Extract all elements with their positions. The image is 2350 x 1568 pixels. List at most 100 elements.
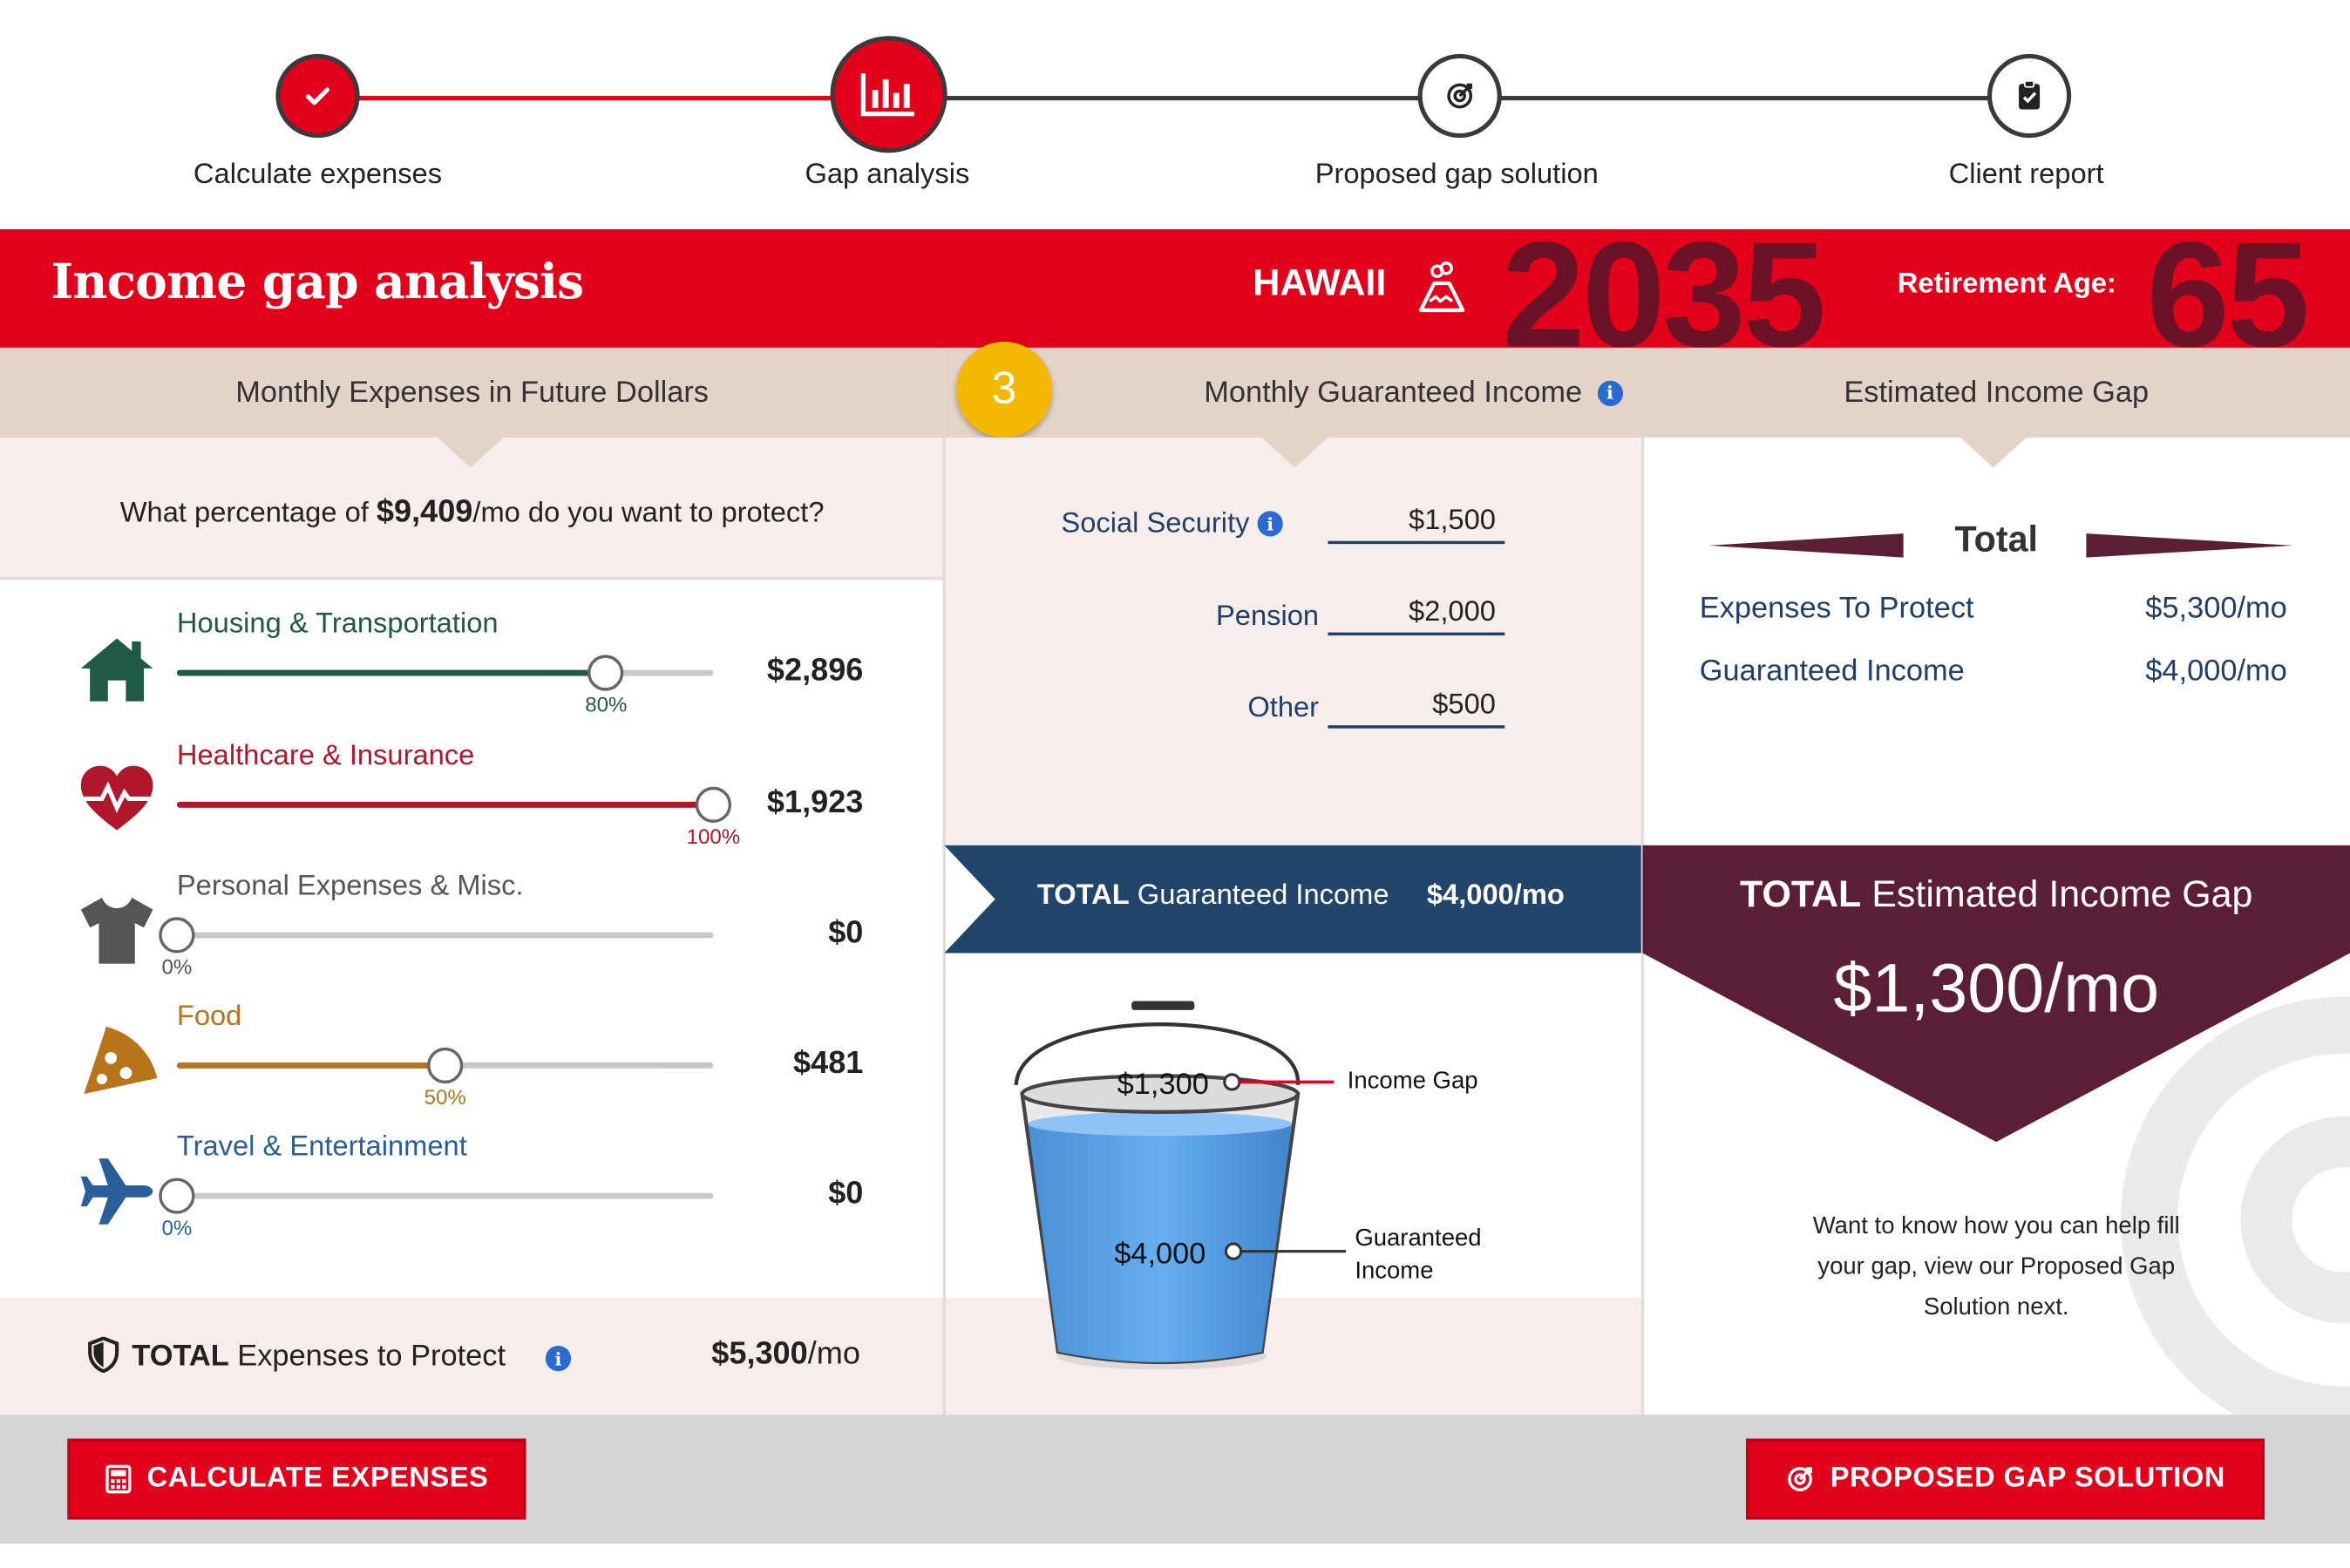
page-title: Income gap analysis (51, 253, 584, 310)
gap-income-value: $4,000/mo (2145, 655, 2287, 689)
total-guaranteed-label: TOTAL Guaranteed Income (1036, 879, 1389, 912)
retirement-age-value: 65 (2146, 229, 2310, 348)
note-line-1: Want to know how you can help fill (1812, 1213, 2180, 1239)
column-title-expenses: Monthly Expenses in Future Dollars (235, 375, 710, 409)
info-icon[interactable]: i (545, 1346, 572, 1372)
total-heading: Total (1954, 519, 2038, 561)
expense-amount: $0 (828, 1176, 864, 1212)
gap-expenses-label: Expenses To Protect (1699, 592, 1974, 625)
expense-percent: 100% (686, 824, 741, 849)
expense-slider[interactable] (176, 655, 714, 691)
total-heading-arrows (1708, 533, 2293, 558)
expense-slider[interactable] (176, 1047, 714, 1084)
expenses-notch (438, 438, 504, 468)
slider-handle[interactable] (159, 917, 195, 954)
gap-banner-label: TOTAL Estimated Income Gap (1740, 873, 2253, 916)
expense-amount: $0 (828, 915, 864, 951)
bucket-income-value: $4,000 (1114, 1237, 1206, 1270)
step-label-3: Proposed gap solution (1314, 159, 1599, 191)
income-fields-panel (945, 438, 1641, 845)
step-client-report[interactable] (1987, 53, 2072, 139)
target-icon (1788, 1467, 1813, 1491)
info-icon[interactable]: i (1597, 379, 1623, 406)
expense-label: Food (176, 1001, 242, 1033)
bucket-income-label-2: Income (1355, 1257, 1433, 1284)
expense-percent: 0% (161, 1215, 193, 1239)
gap-banner-shape (1642, 845, 2350, 1415)
check-icon (305, 87, 330, 105)
bucket-illustration: $1,300 $4,000 Income Gap Guaranteed Inco… (1014, 1001, 1482, 1370)
gap-next-note: Want to know how you can help fill your … (1642, 1206, 2350, 1327)
expense-amount: $481 (793, 1046, 864, 1081)
column-header-gap: Estimated Income Gap (1642, 347, 2350, 438)
expense-slider[interactable] (176, 786, 732, 823)
shirt-icon (75, 889, 159, 973)
divider (0, 576, 945, 580)
total-expenses-value: $5,300/mo (711, 1336, 860, 1372)
slider-fill (176, 1062, 445, 1069)
expense-percent: 50% (424, 1084, 466, 1110)
expense-label: Housing & Transportation (176, 608, 499, 641)
question-suffix: /mo do you want to protect? (472, 497, 825, 529)
step-connector-2 (886, 96, 1457, 101)
gap-banner-value: $1,300/mo (1833, 948, 2160, 1027)
gap-expenses-value: $5,300/mo (2145, 592, 2287, 625)
slider-handle[interactable] (588, 655, 624, 691)
expense-amount: $1,923 (766, 784, 864, 820)
state-name: HAWAII (1253, 261, 1387, 305)
pension-input[interactable]: $2,000 (1328, 596, 1505, 636)
calculate-expenses-button[interactable]: CALCULATE EXPENSES (67, 1438, 526, 1520)
question-prefix: What percentage of (119, 497, 377, 529)
gap-notch (1959, 438, 2027, 468)
column-divider (942, 438, 946, 1415)
expense-label: Healthcare & Insurance (176, 740, 475, 772)
info-icon[interactable]: i (1257, 512, 1283, 538)
slider-handle[interactable] (427, 1047, 464, 1084)
proposed-gap-solution-button[interactable]: PROPOSED GAP SOLUTION (1746, 1438, 2265, 1520)
step-label-4: Client report (1948, 159, 2104, 191)
step-label-1: Calculate expenses (193, 159, 443, 191)
step-calculate-expenses[interactable] (275, 53, 360, 139)
step-gap-analysis[interactable] (830, 36, 947, 153)
column-header-income: Monthly Guaranteed Income i (944, 347, 1643, 438)
gap-income-label: Guaranteed Income (1699, 655, 1965, 689)
retirement-age-label: Retirement Age: (1897, 268, 2116, 300)
slider-handle[interactable] (159, 1178, 195, 1214)
expense-slider[interactable] (159, 917, 714, 954)
retirement-year: 2035 (1501, 229, 1826, 348)
proposed-gap-solution-label: PROPOSED GAP SOLUTION (1830, 1463, 2225, 1495)
expense-amount: $2,896 (766, 653, 864, 689)
expense-label: Travel & Entertainment (176, 1131, 467, 1164)
slider-handle[interactable] (695, 786, 732, 823)
bucket-gap-value: $1,300 (1117, 1068, 1209, 1101)
social-security-input[interactable]: $1,500 (1328, 505, 1505, 545)
pizza-icon (75, 1019, 159, 1103)
column-title-income: Monthly Guaranteed Income (1204, 375, 1583, 409)
slider-fill (176, 669, 607, 676)
total-expenses-label: TOTAL Expenses to Protect (132, 1340, 506, 1373)
step-proposed-gap-solution[interactable] (1417, 53, 1502, 139)
note-line-3: Solution next. (1923, 1294, 2069, 1320)
page-header: Income gap analysis HAWAII 2035 Retireme… (0, 229, 2350, 348)
target-icon (1447, 83, 1473, 109)
other-income-label: Other (1247, 692, 1320, 724)
expense-label: Personal Expenses & Misc. (176, 870, 524, 903)
total-guaranteed-banner-shape (944, 845, 1649, 954)
step-badge: 3 (955, 342, 1053, 438)
column-header-expenses: Monthly Expenses in Future Dollars (0, 347, 945, 438)
calculator-icon (105, 1464, 132, 1494)
house-icon (75, 627, 159, 710)
note-line-2: your gap, view our Proposed Gap (1817, 1254, 2176, 1280)
protect-question: What percentage of $9,409/mo do you want… (0, 494, 944, 530)
expense-slider[interactable] (159, 1178, 714, 1214)
slider-fill (176, 801, 714, 808)
bucket-income-label-1: Guaranteed (1355, 1224, 1481, 1251)
step-label-2: Gap analysis (805, 159, 970, 191)
step-connector-3 (1457, 96, 2027, 101)
calculate-expenses-label: CALCULATE EXPENSES (146, 1463, 489, 1495)
airplane-icon (75, 1150, 159, 1233)
pension-label: Pension (1215, 601, 1320, 633)
other-income-input[interactable]: $500 (1328, 689, 1505, 729)
total-guaranteed-value: $4,000/mo (1426, 879, 1565, 912)
